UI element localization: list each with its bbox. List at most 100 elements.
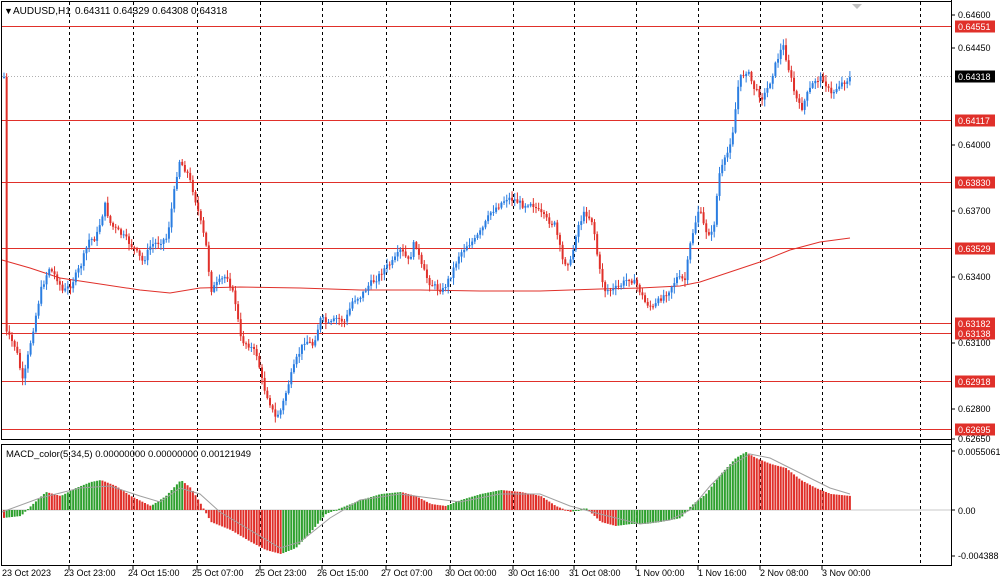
candle-body <box>237 304 240 320</box>
macd-bar <box>753 456 756 510</box>
level-label-box <box>955 375 995 388</box>
macd-bar <box>319 510 322 521</box>
macd-bar <box>245 510 248 540</box>
macd-bar <box>351 503 354 510</box>
candle-body <box>609 290 612 292</box>
macd-bar <box>771 464 774 510</box>
macd-bar <box>556 506 559 510</box>
macd-bar <box>375 495 378 510</box>
candle-body <box>657 298 660 304</box>
macd-bar <box>202 508 205 510</box>
macd-bar <box>750 455 753 510</box>
macd-bar <box>292 510 295 549</box>
candle-body <box>729 144 732 153</box>
macd-bar <box>34 501 37 510</box>
macd-bar <box>433 504 436 510</box>
candle-body <box>479 230 482 235</box>
candle-body <box>295 356 298 365</box>
macd-bar <box>689 506 692 510</box>
main-chart-frame[interactable] <box>1 1 952 440</box>
collapse-arrow-icon[interactable]: ▼ <box>4 6 13 16</box>
candle-body <box>638 284 641 293</box>
macd-bar <box>88 482 91 510</box>
macd-bar <box>266 510 269 551</box>
candle-body <box>32 331 35 344</box>
candle-body <box>223 276 226 279</box>
macd-tick: -0.004388 <box>958 551 999 561</box>
macd-bar <box>819 489 822 510</box>
macd-bar <box>56 494 59 510</box>
candle-body <box>718 173 721 196</box>
macd-bar <box>785 468 788 510</box>
candle-body <box>779 49 782 59</box>
macd-bar <box>710 486 713 510</box>
candle-body <box>109 216 112 223</box>
macd-bar <box>151 504 154 510</box>
candle-body <box>319 318 322 330</box>
time-label: 23 Oct 2023 <box>2 568 51 578</box>
candle-body <box>64 288 67 291</box>
macd-bar <box>370 496 373 510</box>
macd-bar <box>633 510 636 524</box>
macd-bar <box>399 492 402 510</box>
candle-body <box>383 268 386 275</box>
candle-body <box>141 255 144 261</box>
candle-body <box>838 86 841 89</box>
macd-bar <box>644 510 647 524</box>
candle-body <box>138 250 141 256</box>
candle-body <box>449 277 452 279</box>
macd-bar <box>354 502 357 510</box>
vertical-grid <box>69 2 921 566</box>
macd-bar <box>101 480 104 510</box>
macd-bar <box>452 502 455 510</box>
macd-bar <box>338 508 341 510</box>
macd-bar <box>481 493 484 510</box>
candle-body <box>771 75 774 84</box>
candle-body <box>699 211 702 213</box>
macd-bar <box>306 510 309 537</box>
candle-body <box>362 291 365 298</box>
candle-body <box>495 207 498 212</box>
candle-body <box>8 331 11 335</box>
time-label: 27 Oct 07:00 <box>381 568 433 578</box>
candle-body <box>473 238 476 242</box>
candle-body <box>572 249 575 260</box>
macd-bar <box>681 510 684 517</box>
candle-body <box>136 248 138 251</box>
candle-body <box>548 217 551 224</box>
macd-bar <box>229 510 232 530</box>
macd-bar <box>574 510 577 511</box>
macd-bar <box>242 510 245 538</box>
candle-body <box>173 189 176 209</box>
macd-bar <box>707 490 710 510</box>
macd-bar <box>665 510 668 521</box>
macd-bar <box>197 499 200 510</box>
macd-bar <box>763 461 766 510</box>
macd-bar <box>322 510 325 518</box>
candle-body <box>782 45 785 50</box>
candle-body <box>386 264 389 269</box>
macd-bar <box>141 501 144 510</box>
candle-body <box>444 286 447 289</box>
candle-body <box>77 268 80 273</box>
macd-bar <box>32 503 35 510</box>
macd-bar <box>726 467 729 510</box>
candle-body <box>484 221 487 228</box>
candle-body <box>755 88 758 90</box>
level-label-box <box>955 114 995 127</box>
candle-body <box>481 227 484 231</box>
candle-body <box>351 301 354 309</box>
macd-bar <box>535 495 537 510</box>
macd-bar <box>718 475 721 510</box>
macd-bar <box>26 509 29 511</box>
chart-shift-marker-icon[interactable] <box>852 4 862 9</box>
level-lines[interactable] <box>2 26 951 430</box>
macd-bar <box>739 455 742 510</box>
ohlc-values: 0.64311 0.64329 0.64308 0.64318 <box>75 6 228 17</box>
macd-bar <box>569 510 572 512</box>
macd-bar <box>96 480 99 510</box>
candle-body <box>311 341 314 346</box>
macd-tick: 0.00 <box>958 506 976 516</box>
candle-body <box>723 157 726 165</box>
